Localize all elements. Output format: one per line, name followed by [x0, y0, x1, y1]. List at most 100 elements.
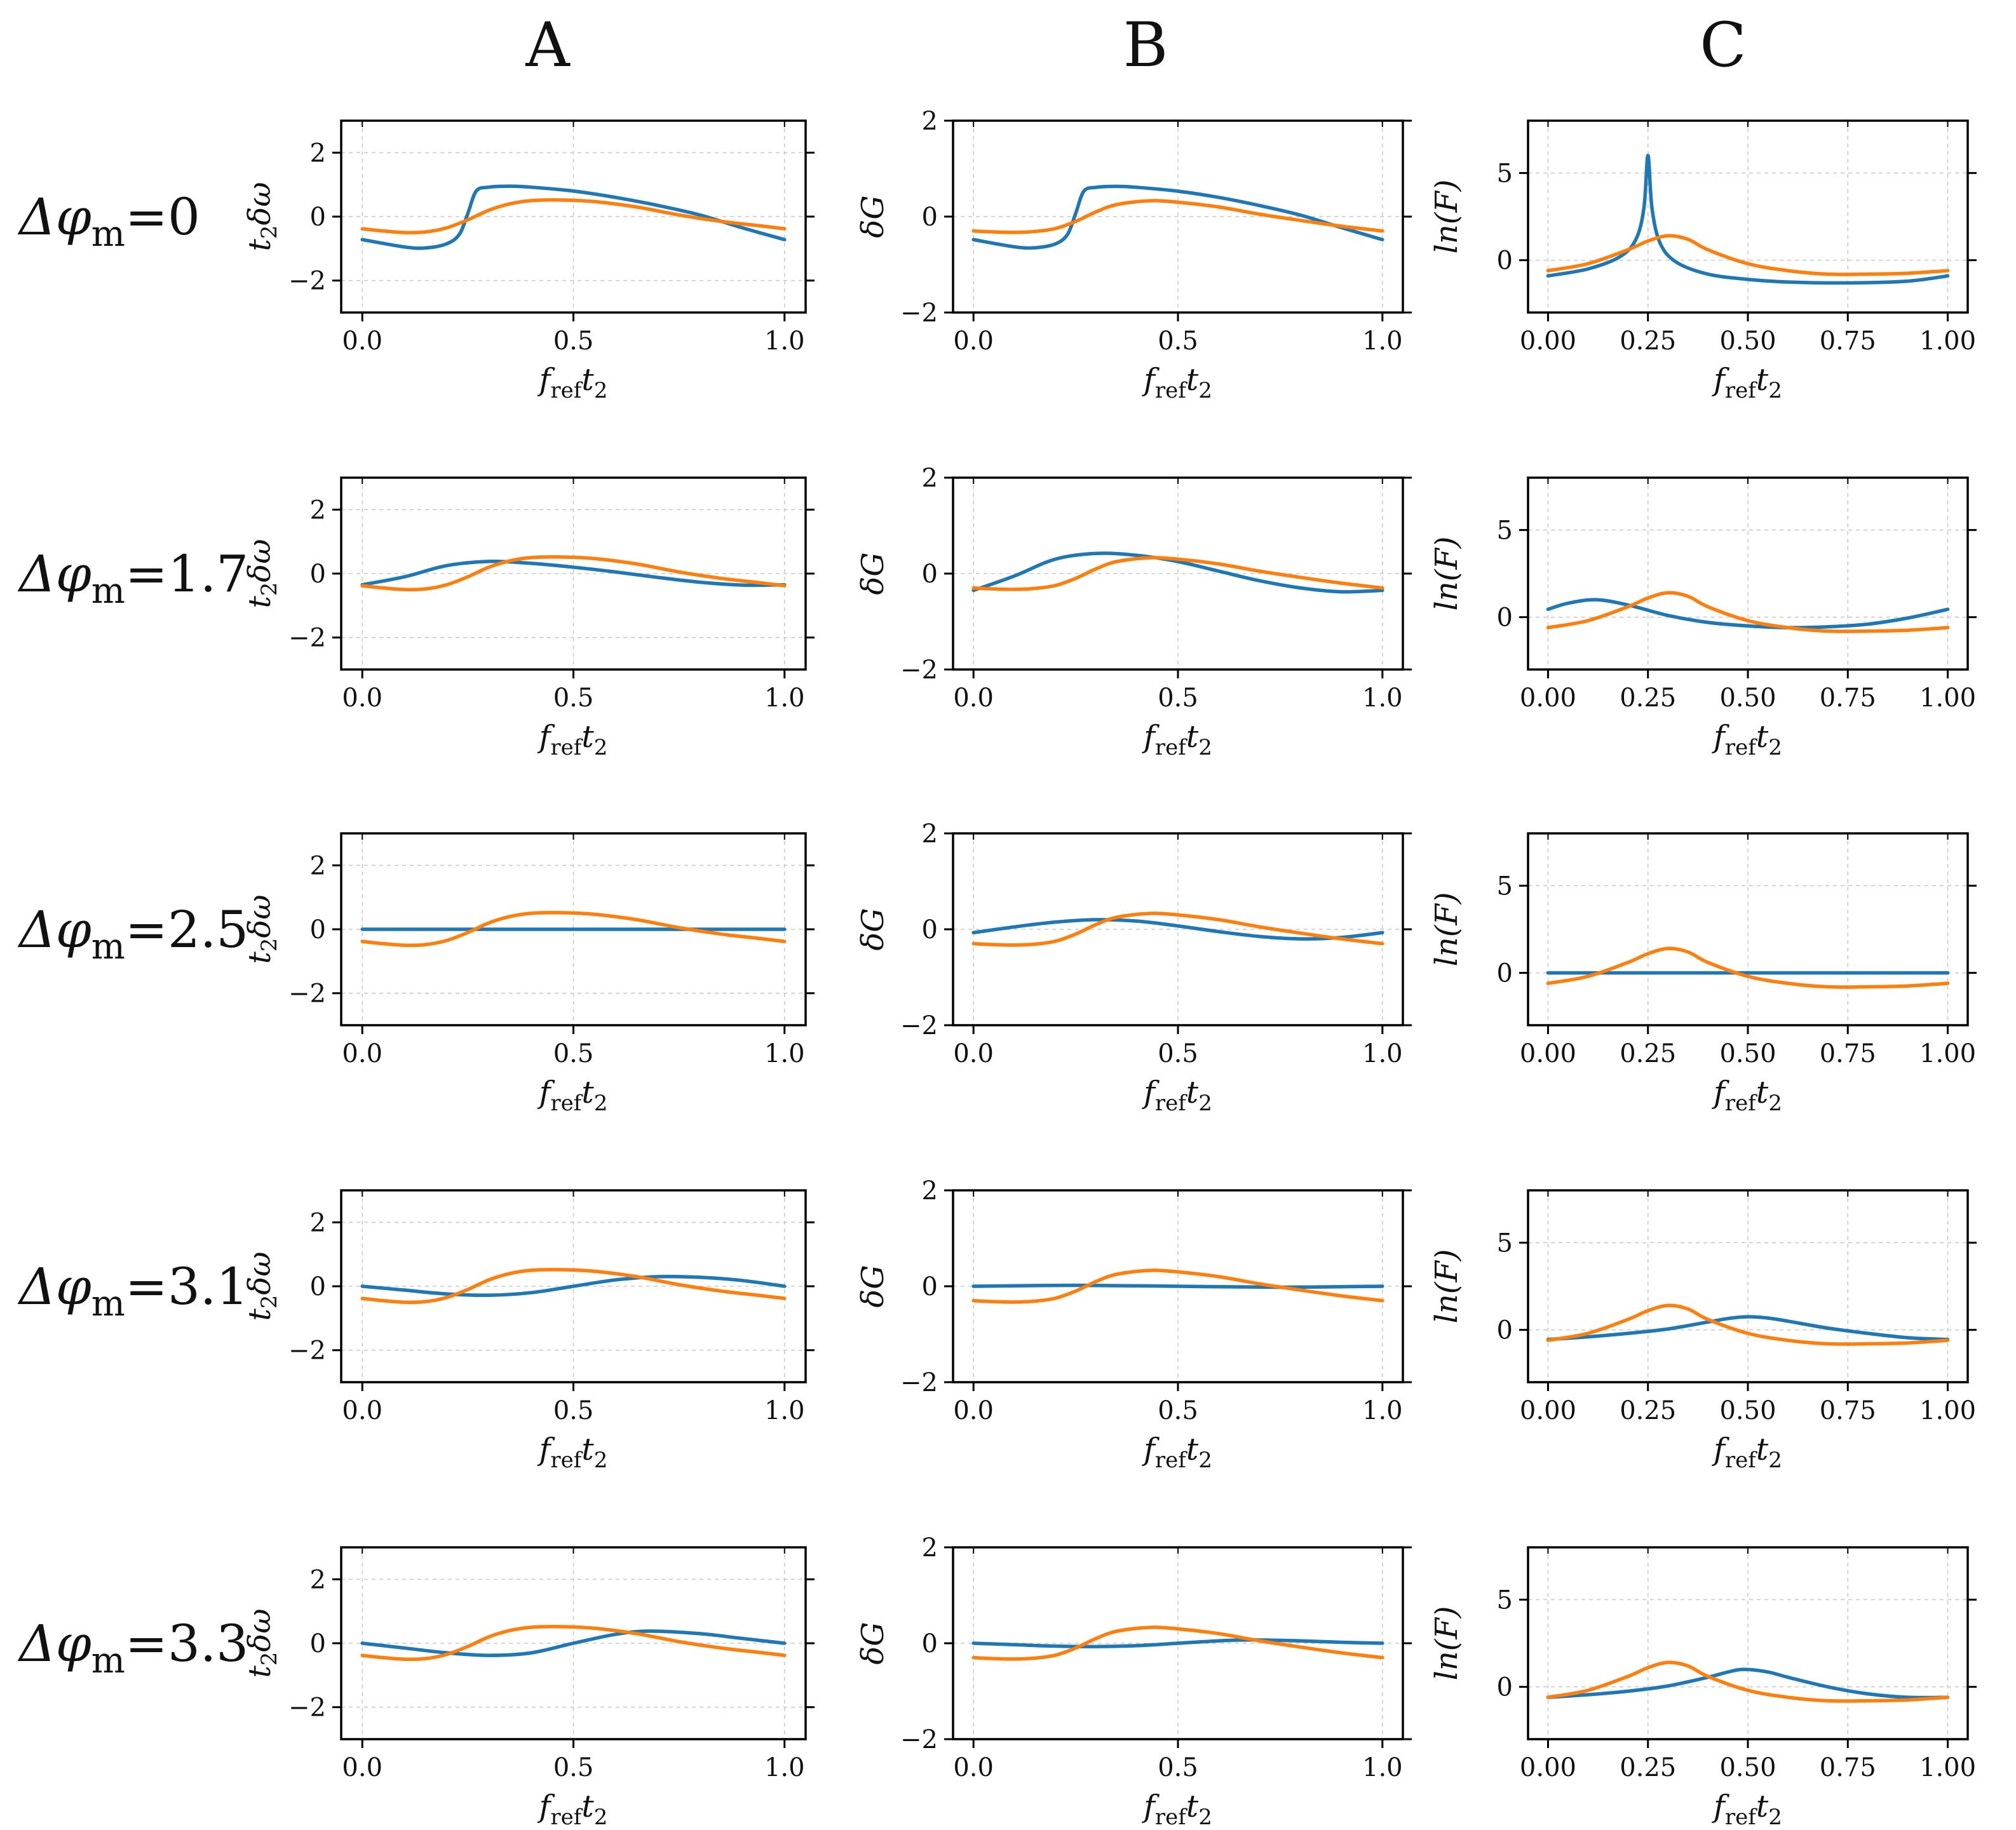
x-tick-label: 0.5	[1158, 326, 1198, 356]
y-tick-label: −2	[288, 979, 326, 1009]
x-tick-label: 0.25	[1620, 683, 1676, 713]
column-header-c: C	[1700, 10, 1746, 81]
x-tick-label: 1.00	[1919, 1039, 1976, 1068]
x-axis-label: freft2	[1712, 1432, 1782, 1473]
x-axis-label: freft2	[538, 719, 608, 760]
x-tick-label: 0.25	[1620, 1396, 1676, 1425]
y-tick-label: 0	[922, 560, 938, 589]
y-tick-label: 0	[922, 915, 938, 945]
row-header-subscript: m	[91, 1640, 125, 1681]
y-tick-label: 2	[922, 1533, 938, 1563]
x-axis-label: freft2	[1712, 1789, 1782, 1830]
x-tick-label: 0.00	[1520, 326, 1576, 356]
y-axis-label: ln(F)	[1429, 892, 1465, 966]
y-tick-label: 5	[1497, 1585, 1513, 1615]
panel-b-1: 0.0 0.5 1.0 2 0 −2 freft2 δG	[855, 107, 1412, 403]
x-tick-label: 0.0	[953, 683, 994, 713]
row-header-value: =3.3	[125, 1614, 248, 1673]
row-header-0: Δφm=0	[17, 187, 200, 255]
x-tick-label: 0.50	[1719, 1039, 1776, 1068]
x-tick-label: 0.5	[1158, 1396, 1198, 1425]
x-tick-label: 0.00	[1520, 1039, 1576, 1068]
y-tick-label: −2	[900, 1725, 938, 1754]
x-tick-label: 0.0	[342, 1039, 382, 1068]
x-axis-label: freft2	[1142, 1075, 1212, 1116]
y-tick-label: 0	[922, 1629, 938, 1658]
row-header-symbol: Δφ	[17, 1614, 91, 1673]
y-tick-label: −2	[900, 656, 938, 685]
panel-c-3: 0.00 0.25 0.50 0.75 1.0050freft2ln(F)	[1429, 833, 1977, 1116]
x-tick-label: 0.25	[1620, 326, 1676, 356]
y-tick-label: 5	[1497, 159, 1513, 188]
panel-b-3: 0.0 0.5 1.0 2 0 −2 freft2 δG	[855, 819, 1412, 1116]
x-tick-label: 1.00	[1919, 1753, 1976, 1782]
y-tick-label: −2	[288, 624, 326, 653]
x-tick-label: 0.5	[1158, 683, 1198, 713]
x-tick-label: 0.50	[1719, 326, 1776, 356]
x-tick-label: 1.0	[764, 1753, 805, 1782]
y-tick-label: −2	[288, 1693, 326, 1723]
y-tick-label: 2	[922, 1176, 938, 1206]
x-axis-label: freft2	[1142, 1789, 1212, 1830]
row-header-subscript: m	[91, 1283, 125, 1324]
series-line-blue	[973, 1285, 1383, 1287]
x-tick-label: 0.5	[553, 1396, 594, 1425]
y-tick-label: −2	[900, 1368, 938, 1397]
y-axis-label: δG	[855, 195, 891, 238]
x-axis-label: freft2	[1142, 362, 1212, 403]
y-axis-label: δG	[855, 1622, 891, 1664]
y-tick-label: −2	[900, 1011, 938, 1040]
x-tick-label: 0.0	[953, 1396, 994, 1425]
column-header-a: A	[525, 10, 571, 81]
row-header-subscript: m	[91, 570, 125, 612]
panel-c-4: 0.00 0.25 0.50 0.75 1.00 5 0 freft2 ln(F)	[1429, 1190, 1977, 1473]
y-axis-label: t2δω	[242, 895, 282, 964]
column-header-b: B	[1123, 10, 1168, 81]
row-header-symbol: Δφ	[17, 1257, 91, 1316]
x-tick-label: 0.50	[1719, 1753, 1776, 1782]
y-tick-label: 0	[310, 560, 326, 589]
y-tick-label: 2	[310, 138, 326, 168]
y-axis-label: ln(F)	[1429, 1249, 1465, 1323]
x-tick-label: 0.50	[1719, 1396, 1776, 1425]
y-tick-label: 5	[1497, 1228, 1513, 1258]
y-tick-label: 0	[310, 203, 326, 232]
y-tick-label: 2	[310, 851, 326, 880]
y-axis-label: ln(F)	[1429, 536, 1465, 610]
panel-c-1: 0.00 0.25 0.50 0.75 1.00 5 0 freft2 ln(F)	[1429, 121, 1977, 403]
row-header-symbol: Δφ	[17, 900, 91, 959]
panel-c-2: 0.00 0.25 0.50 0.75 1.00 5 0 freft2 ln(F)	[1429, 478, 1977, 760]
x-tick-label: 1.00	[1919, 1396, 1976, 1425]
panel-a-4: 0.0 0.5 1.0 2 0 −2 freft2 t2δω	[242, 1190, 815, 1473]
panel-a-5: 0.0 0.5 1.0 2 0 −2 freft2 t2δω	[242, 1547, 815, 1830]
x-tick-label: 0.00	[1520, 1396, 1576, 1425]
x-tick-label: 0.0	[342, 1396, 382, 1425]
x-tick-label: 0.75	[1820, 1753, 1876, 1782]
y-axis-label: t2δω	[242, 1609, 282, 1678]
row-header-3: Δφm=3.1	[17, 1257, 248, 1324]
y-axis-label: δG	[855, 908, 891, 950]
x-tick-label: 0.5	[1158, 1753, 1198, 1782]
y-tick-label: 0	[310, 915, 326, 945]
x-tick-label: 0.5	[553, 326, 594, 356]
x-axis-label: freft2	[538, 1789, 608, 1830]
x-tick-label: 1.0	[764, 1396, 805, 1425]
x-tick-label: 0.50	[1719, 683, 1776, 713]
y-axis-label: ln(F)	[1429, 179, 1465, 253]
x-tick-label: 0.0	[342, 326, 382, 356]
y-tick-label: 5	[1497, 516, 1513, 545]
y-tick-label: 0	[1497, 246, 1513, 276]
x-axis-label: freft2	[538, 1075, 608, 1116]
row-header-symbol: Δφ	[17, 187, 91, 246]
x-tick-label: 1.0	[764, 326, 805, 356]
panel-b-4: 0.0 0.5 1.0 2 0 −2 freft2 δG	[855, 1176, 1412, 1473]
panel-b-5: 0.0 0.5 1.020−2freft2δG	[855, 1533, 1412, 1830]
x-tick-label: 0.5	[1158, 1039, 1198, 1068]
x-tick-label: 1.0	[764, 1039, 805, 1068]
panel-c-5: 0.00 0.25 0.50 0.75 1.0050freft2ln(F)	[1429, 1547, 1977, 1830]
x-tick-label: 0.75	[1820, 683, 1876, 713]
y-tick-label: 0	[1497, 603, 1513, 633]
y-tick-label: 2	[310, 1565, 326, 1594]
x-tick-label: 0.5	[553, 683, 594, 713]
x-tick-label: 1.0	[1362, 683, 1403, 713]
